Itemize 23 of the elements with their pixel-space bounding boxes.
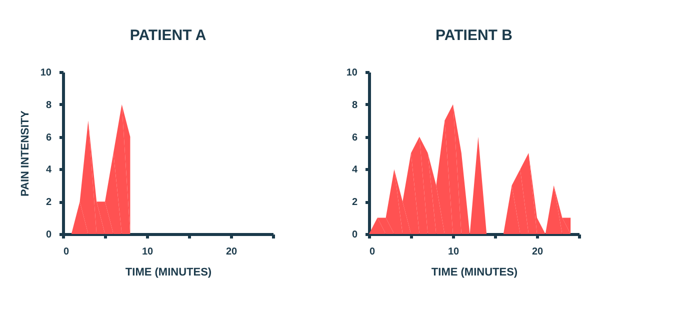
y-tick-label: 6	[46, 132, 52, 144]
y-tick-label: 2	[46, 197, 52, 208]
x-tick-label: 20	[532, 246, 544, 258]
y-tick-label: 4	[352, 164, 358, 176]
y-tick-label: 0	[352, 230, 358, 240]
y-tick-label: 10	[40, 68, 52, 78]
chart-title: PATIENT A	[130, 27, 206, 44]
chart-title: PATIENT B	[436, 27, 513, 44]
x-tick-label: 0	[370, 246, 376, 258]
x-tick-label: 0	[64, 246, 70, 258]
y-tick-label: 4	[46, 164, 52, 176]
x-axis-title: TIME (MINUTES)	[431, 266, 518, 278]
x-tick-label: 10	[448, 246, 460, 258]
y-tick-label: 8	[46, 100, 52, 111]
y-tick-label: 0	[46, 230, 52, 240]
x-tick-label: 20	[226, 246, 238, 258]
x-tick-label: 10	[142, 246, 154, 258]
y-tick-label: 6	[352, 132, 358, 144]
x-axis-title: TIME (MINUTES)	[125, 266, 212, 278]
y-tick-label: 10	[346, 68, 358, 78]
y-tick-label: 2	[352, 197, 358, 208]
y-axis-title: PAIN INTENSITY	[19, 110, 32, 196]
y-tick-label: 8	[352, 100, 358, 111]
